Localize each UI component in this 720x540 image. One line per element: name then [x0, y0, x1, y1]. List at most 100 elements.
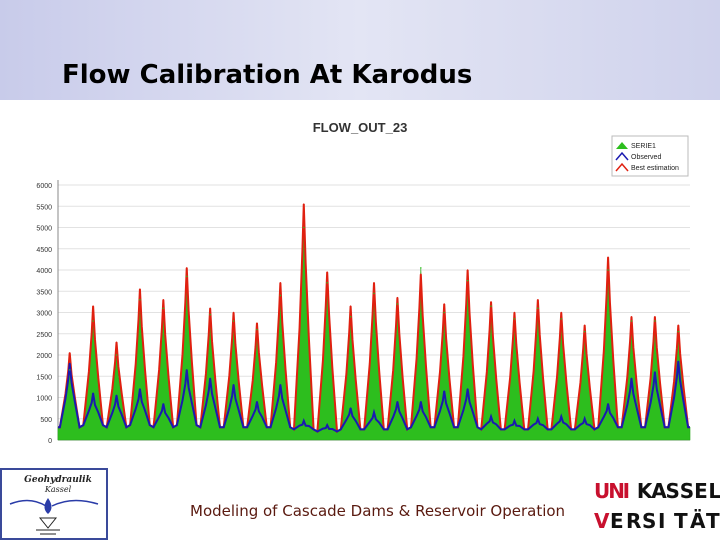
logo-letter: V: [594, 509, 610, 533]
serie1-peak: [466, 279, 469, 282]
observed-peak: [232, 383, 235, 386]
serie1-peak: [443, 311, 446, 314]
observed-peak: [373, 411, 375, 414]
best-estimation-peak: [466, 269, 469, 271]
serie1-peak: [373, 292, 375, 295]
y-tick-label: 500: [40, 417, 52, 424]
legend-label: Observed: [631, 154, 661, 161]
best-estimation-peak: [68, 352, 71, 354]
best-estimation-peak: [583, 324, 586, 327]
serie1-peak: [490, 305, 492, 307]
observed-peak: [115, 394, 118, 397]
serie1-peak: [513, 318, 516, 320]
logo-letter: U: [594, 479, 610, 503]
best-estimation-peak: [162, 298, 165, 301]
observed-peak: [349, 407, 352, 409]
serie1-peak: [630, 320, 633, 322]
logo-letter: Ä: [690, 509, 706, 533]
y-tick-label: 4500: [36, 247, 52, 254]
logo-letter: S: [666, 479, 680, 503]
best-estimation-peak: [513, 311, 516, 314]
y-tick-label: 5500: [36, 204, 52, 211]
logo-letter: I: [623, 479, 630, 503]
logo-letter: L: [708, 479, 720, 503]
legend-swatch: [615, 151, 629, 161]
serie1-peak: [185, 275, 188, 278]
best-estimation-peak: [630, 315, 633, 318]
legend-swatch: [615, 162, 629, 172]
y-tick-label: 5000: [36, 226, 52, 233]
slide-title: Flow Calibration At Karodus: [62, 60, 473, 90]
observed-peak: [443, 390, 446, 392]
best-estimation-peak: [232, 311, 235, 314]
wave-icon: [9, 499, 99, 507]
y-tick-label: 2500: [36, 332, 52, 339]
y-tick-label: 1000: [36, 396, 52, 403]
serie1-peak: [677, 330, 680, 333]
legend-label: SERIE1: [631, 143, 656, 150]
observed-peak: [654, 371, 656, 373]
observed-peak: [162, 403, 165, 405]
water-level-icon: [36, 517, 60, 535]
best-estimation-peak: [209, 307, 211, 310]
y-tick-label: 3500: [36, 289, 52, 296]
best-estimation-peak: [302, 203, 305, 205]
serie1-peak: [537, 307, 539, 310]
observed-peak: [68, 362, 71, 365]
serie1-peak: [256, 328, 258, 331]
serie1-peak: [349, 315, 352, 318]
serie1-peak: [420, 267, 422, 269]
chart-title: FLOW_OUT_23: [313, 120, 408, 135]
observed-peak: [185, 369, 188, 371]
observed-peak: [420, 400, 422, 403]
serie1-peak: [326, 281, 328, 284]
serie1-peak: [396, 303, 399, 305]
best-estimation-peak: [607, 256, 609, 259]
best-estimation-peak: [560, 311, 563, 314]
serie1-peak: [209, 313, 211, 316]
best-estimation-peak: [443, 303, 446, 305]
observed-peak: [583, 417, 586, 420]
logo-letter: S: [642, 509, 656, 533]
serie1-peak: [560, 318, 563, 320]
observed-peak: [256, 400, 258, 403]
legend-swatch-serie1: [616, 142, 628, 149]
best-estimation-peak: [185, 267, 188, 269]
logo-letter: K: [637, 479, 654, 503]
observed-peak: [326, 424, 328, 426]
observed-peak: [302, 420, 305, 422]
y-tick-label: 1500: [36, 374, 52, 381]
y-tick-label: 2000: [36, 353, 52, 360]
geohydraulik-logo: Geohydraulik Kassel: [0, 468, 108, 540]
best-estimation-peak: [490, 301, 492, 303]
best-estimation-peak: [677, 324, 680, 327]
y-tick-label: 3000: [36, 311, 52, 318]
best-estimation-peak: [654, 315, 656, 318]
logo-letter: E: [610, 509, 624, 533]
logo-letter: S: [680, 479, 694, 503]
serie1-peak: [279, 294, 282, 297]
logo-letter: N: [608, 479, 625, 503]
best-estimation-peak: [349, 305, 352, 307]
best-estimation-peak: [373, 281, 375, 284]
y-tick-label: 6000: [36, 183, 52, 190]
serie1-peak: [139, 298, 141, 301]
y-tick-label: 4000: [36, 268, 52, 275]
observed-peak: [560, 415, 563, 418]
observed-peak: [490, 415, 492, 418]
observed-peak: [537, 417, 539, 420]
best-estimation-peak: [326, 271, 328, 273]
observed-peak: [607, 403, 609, 405]
observed-peak: [139, 388, 141, 390]
best-estimation-peak: [139, 288, 141, 290]
observed-peak: [396, 400, 399, 403]
observed-peak: [513, 420, 516, 422]
observed-peak: [630, 377, 633, 380]
serie1-peak: [654, 320, 656, 322]
serie1-peak: [68, 369, 71, 371]
observed-peak: [92, 392, 94, 395]
logo-letter: T: [706, 509, 720, 533]
best-estimation-peak: [115, 341, 118, 344]
